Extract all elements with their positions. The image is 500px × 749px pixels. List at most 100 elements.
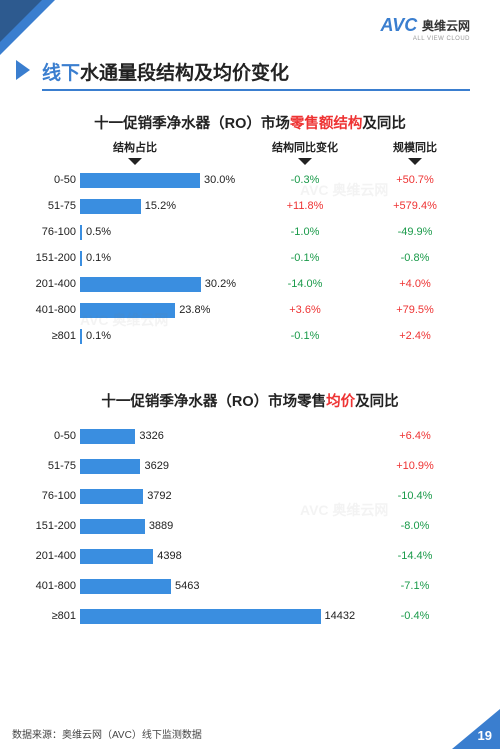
category-label: ≥801 <box>20 330 80 342</box>
table-row: 401-80023.8%+3.6%+79.5% <box>20 297 480 323</box>
s2-title-post: 及同比 <box>355 394 399 410</box>
title-underline <box>42 89 470 91</box>
table-row: 151-200 3889 -8.0% <box>20 511 480 541</box>
s1-title-pre: 十一促销季净水器（RO）市场 <box>94 116 290 132</box>
section1-rows: 0-5030.0%-0.3%+50.7%51-7515.2%+11.8%+579… <box>20 167 480 349</box>
category-label: ≥801 <box>20 610 80 622</box>
section-price: 十一促销季净水器（RO）市场零售均价及同比 0-503326+6.4%51-75… <box>20 390 480 631</box>
header-struct-pct: 结构占比 <box>20 139 250 155</box>
price-yoy: +10.9% <box>360 460 470 472</box>
table-row: ≥80114432-0.4% <box>20 601 480 631</box>
title-rest: 水通量段结构及均价变化 <box>80 63 289 84</box>
bar-value: 0.1% <box>86 330 111 342</box>
bar <box>80 251 82 266</box>
category-label: 151-200 <box>20 520 80 532</box>
struct-yoy: -14.0% <box>250 278 360 290</box>
bar <box>80 199 141 214</box>
bar-value: 30.0% <box>204 174 235 186</box>
bar <box>80 303 175 318</box>
struct-yoy: +11.8% <box>250 200 360 212</box>
logo-sub: ALL VIEW CLOUD <box>381 36 470 42</box>
table-row: 201-4004398-14.4% <box>20 541 480 571</box>
category-label: 0-50 <box>20 430 80 442</box>
bar <box>80 579 171 594</box>
title-bar: 线下水通量段结构及均价变化 <box>42 58 470 85</box>
table-row: 0-50 3326 +6.4% <box>20 421 480 451</box>
triangle-down-icon <box>298 158 312 165</box>
bar-value: 3889 <box>149 520 173 532</box>
bar-value: 0.5% <box>86 226 111 238</box>
price-yoy: -0.4% <box>360 610 470 622</box>
bar-cell: 0.5% <box>80 225 250 240</box>
bar-value: 3326 <box>139 430 163 442</box>
bar <box>80 609 321 624</box>
bar-cell: 30.0% <box>80 173 250 188</box>
table-row: 76-1003792-10.4% <box>20 481 480 511</box>
struct-yoy: -0.3% <box>250 174 360 186</box>
header-struct-yoy: 结构同比变化 <box>250 139 360 155</box>
bar <box>80 519 145 534</box>
s1-title-hl: 零售额结构 <box>290 116 363 132</box>
bar-cell: 15.2% <box>80 199 250 214</box>
price-yoy: -7.1% <box>360 580 470 592</box>
scale-yoy: -49.9% <box>360 226 470 238</box>
s2-title-pre: 十一促销季净水器（RO）市场零售 <box>101 394 326 410</box>
bar <box>80 429 135 444</box>
bar-value: 3792 <box>147 490 171 502</box>
s1-title-post: 及同比 <box>362 116 406 132</box>
bar <box>80 549 153 564</box>
bar <box>80 329 82 344</box>
page-number-badge: 19 <box>440 709 500 749</box>
triangle-down-icon <box>128 158 142 165</box>
price-yoy: -8.0% <box>360 520 470 532</box>
bar-value: 23.8% <box>179 304 210 316</box>
logo: AVC 奥维云网 ALL VIEW CLOUD <box>381 15 470 42</box>
table-row: 151-2000.1%-0.1%-0.8% <box>20 245 480 271</box>
scale-yoy: +4.0% <box>360 278 470 290</box>
corner-decoration-inner <box>0 0 42 42</box>
bar-cell: 3792 <box>80 489 360 504</box>
category-label: 51-75 <box>20 200 80 212</box>
table-row: 76-100 0.5% -1.0%-49.9% <box>20 219 480 245</box>
bar-value: 4398 <box>157 550 181 562</box>
title-prefix: 线下 <box>42 63 80 84</box>
page-title: 线下水通量段结构及均价变化 <box>42 58 470 85</box>
slide-page: AVC 奥维云网 ALL VIEW CLOUD 线下水通量段结构及均价变化 十一… <box>0 0 500 749</box>
struct-yoy: -0.1% <box>250 252 360 264</box>
table-row: 51-75 15.2% +11.8%+579.4% <box>20 193 480 219</box>
title-chevron-icon <box>16 60 30 80</box>
section1-title: 十一促销季净水器（RO）市场零售额结构及同比 <box>20 112 480 133</box>
header-scale-yoy: 规模同比 <box>360 139 470 155</box>
s2-title-hl: 均价 <box>326 394 355 410</box>
data-source: 数据来源：奥维云网（AVC）线下监测数据 <box>12 726 202 741</box>
bar-cell: 23.8% <box>80 303 250 318</box>
bar <box>80 277 201 292</box>
scale-yoy: +2.4% <box>360 330 470 342</box>
scale-yoy: +579.4% <box>360 200 470 212</box>
bar <box>80 459 140 474</box>
triangle-down-icon <box>408 158 422 165</box>
bar-cell: 3326 <box>80 429 360 444</box>
bar-value: 15.2% <box>145 200 176 212</box>
scale-yoy: +50.7% <box>360 174 470 186</box>
price-yoy: +6.4% <box>360 430 470 442</box>
bar-value: 30.2% <box>205 278 236 290</box>
scale-yoy: +79.5% <box>360 304 470 316</box>
section2-rows: 0-503326+6.4%51-753629+10.9%76-1003792-1… <box>20 421 480 631</box>
page-number-shape <box>452 709 500 749</box>
bar-value: 3629 <box>144 460 168 472</box>
bar-cell: 3629 <box>80 459 360 474</box>
table-row: 201-40030.2%-14.0%+4.0% <box>20 271 480 297</box>
table-row: ≥8010.1%-0.1%+2.4% <box>20 323 480 349</box>
bar-cell: 3889 <box>80 519 360 534</box>
category-label: 201-400 <box>20 550 80 562</box>
bar-cell: 30.2% <box>80 277 250 292</box>
bar <box>80 489 143 504</box>
struct-yoy: -1.0% <box>250 226 360 238</box>
page-number: 19 <box>478 728 492 743</box>
bar-cell: 5463 <box>80 579 360 594</box>
category-label: 76-100 <box>20 226 80 238</box>
price-yoy: -10.4% <box>360 490 470 502</box>
table-row: 51-753629+10.9% <box>20 451 480 481</box>
section-structure: 十一促销季净水器（RO）市场零售额结构及同比 结构占比 结构同比变化 规模同比 … <box>20 112 480 349</box>
